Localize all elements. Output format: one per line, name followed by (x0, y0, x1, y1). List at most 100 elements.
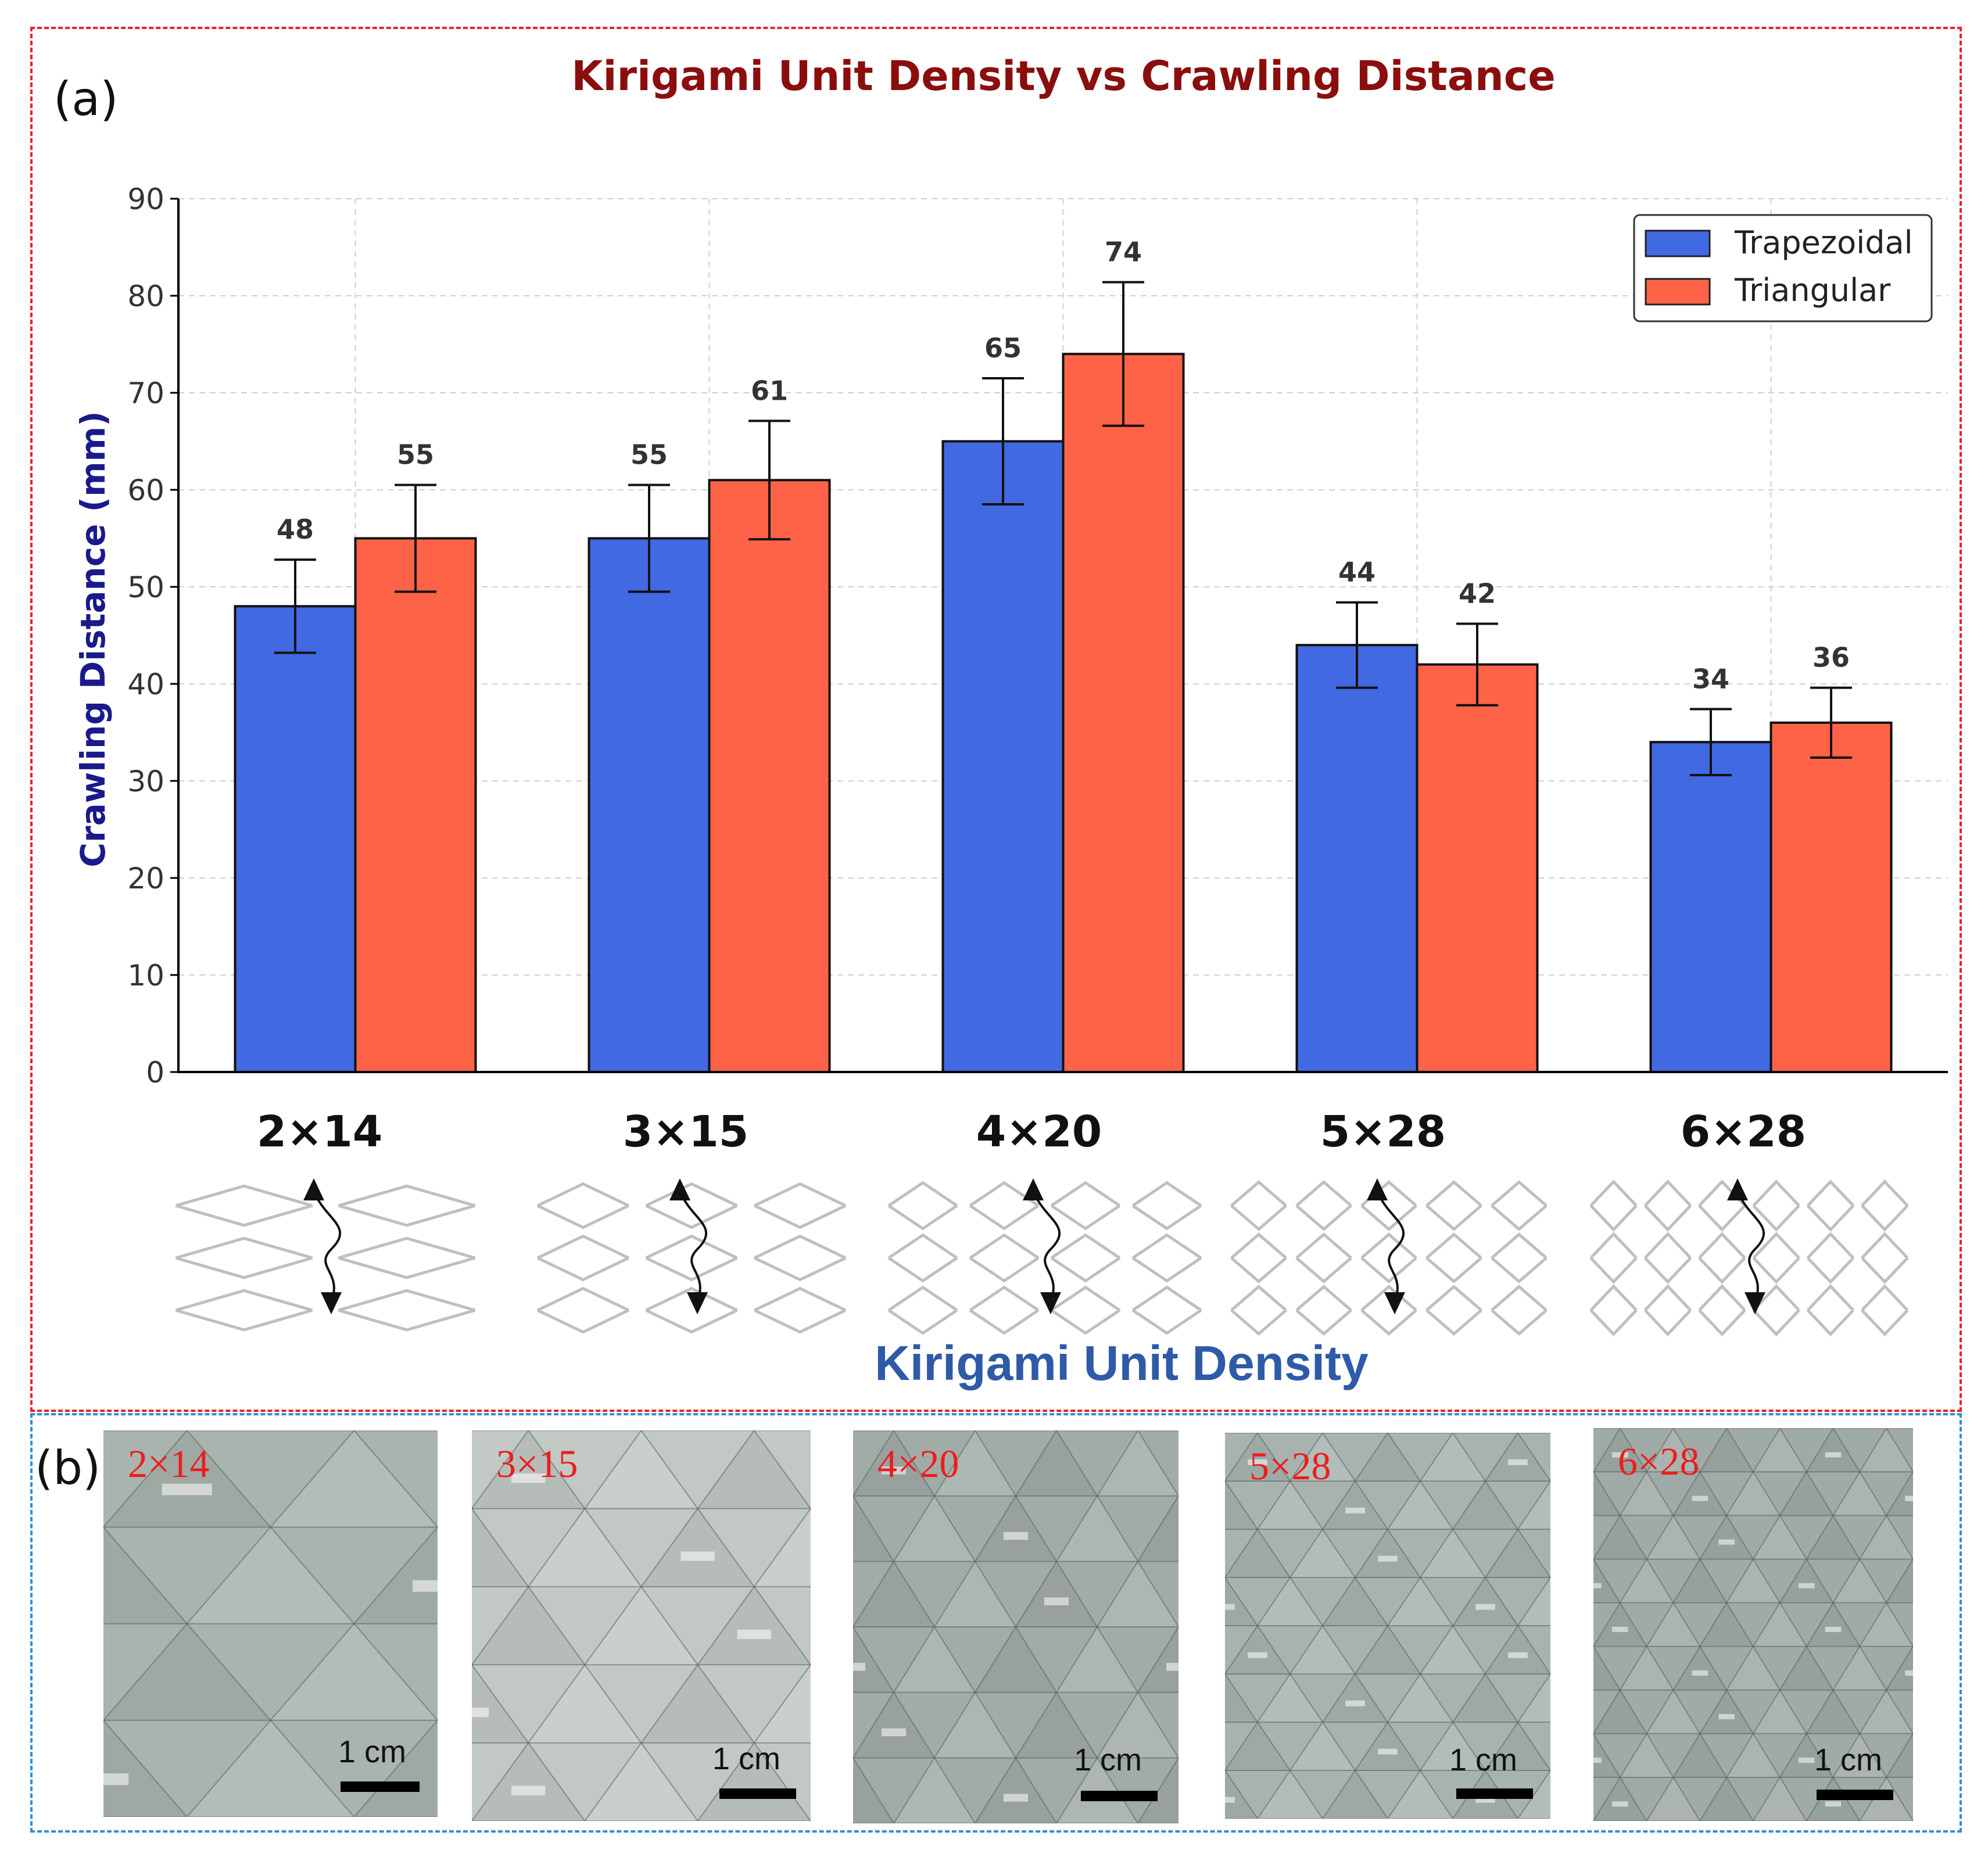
kirigami-cut (1295, 1257, 1352, 1284)
kirigami-cut (1752, 1309, 1800, 1336)
kirigami-scale (1885, 1471, 1913, 1517)
glare-highlight (853, 1662, 865, 1671)
bar-value-label: 34 (1692, 663, 1729, 694)
y-tick-label: 50 (127, 571, 164, 604)
kirigami-scale (1672, 1645, 1728, 1691)
kirigami-scale (1225, 1673, 1259, 1723)
scale-bar (719, 1788, 796, 1799)
kirigami-scale (1096, 1691, 1179, 1759)
bar-chart: 0 10 20 30 40 50 60 70 80 90 48 55 55 61 65 74 44 42 34 36… (73, 52, 1948, 1390)
kirigami-scale (1779, 1732, 1835, 1778)
kirigami-scale (1225, 1625, 1291, 1675)
kirigami-cut (1752, 1204, 1800, 1232)
kirigami-scale (893, 1494, 976, 1562)
kirigami-cut (1425, 1204, 1482, 1231)
kirigami-scale (1387, 1673, 1454, 1723)
kirigami-scale (1096, 1431, 1179, 1497)
kirigami-cut (1425, 1232, 1482, 1259)
kirigami-cut (1050, 1204, 1121, 1231)
kirigami-cut (1295, 1180, 1352, 1207)
kirigami-cut (1806, 1232, 1855, 1259)
kirigami-cut (1230, 1232, 1287, 1259)
glare-highlight (1825, 1801, 1842, 1807)
glare-highlight (511, 1473, 546, 1483)
kirigami-scale (1593, 1776, 1647, 1821)
bar-value-label: 36 (1813, 642, 1850, 673)
bar-trapezoidal (234, 605, 357, 1073)
kirigami-cut (1131, 1256, 1202, 1283)
kirigami-scale (1593, 1732, 1621, 1778)
kirigami-cut (645, 1204, 738, 1229)
kirigami-cut (1752, 1232, 1800, 1259)
kirigami-scale (103, 1431, 272, 1528)
kirigami-cut (1131, 1233, 1202, 1260)
kirigami-scale (1593, 1601, 1648, 1647)
kirigami-cut (1698, 1257, 1746, 1284)
kirigami-scale (1452, 1673, 1519, 1723)
glare-highlight (1825, 1626, 1842, 1632)
glare-highlight (1798, 1758, 1815, 1763)
kirigami-scale (893, 1756, 976, 1823)
kirigami-scale (1885, 1732, 1913, 1778)
kirigami-cut (1491, 1285, 1548, 1311)
category-labels: 2×14 3×15 4×20 5×28 6×28 (257, 1107, 1806, 1157)
kirigami-scale (753, 1507, 811, 1587)
x-axis-label: Kirigami Unit Density (875, 1336, 1369, 1390)
panel-b-frame (30, 1413, 1962, 1833)
kirigami-scale (696, 1431, 811, 1510)
kirigami-scale (472, 1741, 586, 1821)
kirigami-cut (1589, 1309, 1638, 1336)
glare-highlight (882, 1466, 906, 1475)
kirigami-cut (645, 1256, 738, 1282)
photo-5x28: 5×28 1 cm (1225, 1433, 1550, 1819)
kirigami-cut (536, 1182, 629, 1207)
glare-highlight (1692, 1670, 1708, 1676)
kirigami-scale (753, 1664, 811, 1744)
photo-4x20: 4×20 1 cm (853, 1431, 1179, 1823)
bar-triangular (354, 537, 477, 1073)
kirigami-scale (1752, 1428, 1808, 1473)
kirigami-scale (853, 1756, 895, 1823)
kirigami-cut (969, 1285, 1040, 1312)
kirigami-cut (175, 1256, 313, 1279)
kirigami-scale (1645, 1428, 1702, 1473)
kirigami-scale (1832, 1645, 1887, 1691)
kirigami-scale (1672, 1558, 1728, 1604)
kirigami-pattern (175, 1178, 476, 1332)
kirigami-scale (527, 1664, 643, 1744)
kirigami-scale (1354, 1625, 1421, 1675)
kirigami-cut (754, 1234, 847, 1260)
kirigami-pattern (887, 1178, 1202, 1335)
kirigami-scale (1321, 1673, 1389, 1723)
glare-highlight (1612, 1452, 1628, 1458)
photo-2x14: 2×14 1 cm (103, 1431, 438, 1817)
kirigami-scale (1593, 1645, 1621, 1691)
motion-arrow-path (1376, 1191, 1405, 1302)
chart-title: Kirigami Unit Density vs Crawling Distan… (571, 52, 1555, 100)
y-tick-label: 10 (127, 959, 164, 992)
motion-arrow-path (1032, 1191, 1061, 1302)
scale-bar-label: 1 cm (712, 1741, 781, 1776)
kirigami-cut (1360, 1257, 1417, 1284)
kirigami-cut (338, 1308, 476, 1332)
photo-label: 5×28 (1249, 1444, 1331, 1488)
legend-label-triangular: Triangular (1734, 272, 1891, 309)
kirigami-scale (1858, 1688, 1913, 1734)
kirigami-scale (1256, 1769, 1324, 1819)
kirigami-scale (353, 1719, 438, 1817)
bar-triangular (708, 479, 831, 1073)
glare-highlight (882, 1728, 906, 1737)
kirigami-cut (175, 1308, 313, 1332)
bar-value-label: 48 (277, 514, 314, 545)
kirigami-scale (1055, 1494, 1139, 1562)
kirigami-scale (1321, 1480, 1389, 1530)
kirigami-scale (1225, 1769, 1259, 1819)
kirigami-scale (1699, 1688, 1754, 1734)
kirigami-cut (645, 1182, 738, 1207)
kirigami-cut (887, 1256, 958, 1283)
arrow-head-up-icon (669, 1178, 690, 1200)
kirigami-scale (1517, 1769, 1550, 1819)
kirigami-cut (1425, 1309, 1482, 1336)
kirigami-photo-texture (103, 1431, 438, 1817)
scale-bar (1817, 1790, 1893, 1800)
